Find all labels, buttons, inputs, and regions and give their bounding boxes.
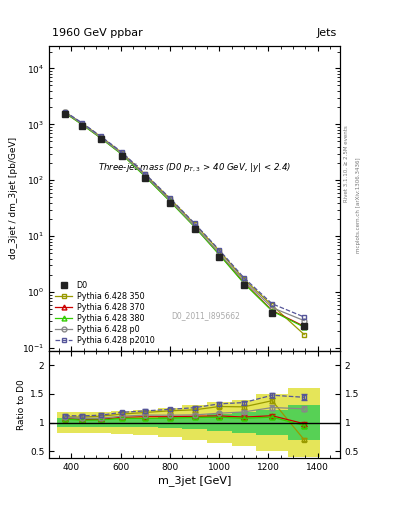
Legend: D0, Pythia 6.428 350, Pythia 6.428 370, Pythia 6.428 380, Pythia 6.428 p0, Pythi: D0, Pythia 6.428 350, Pythia 6.428 370, … [53,280,156,347]
Text: Rivet 3.1.10, ≥ 2.5M events: Rivet 3.1.10, ≥ 2.5M events [343,125,348,202]
Text: mcplots.cern.ch [arXiv:1306.3436]: mcplots.cern.ch [arXiv:1306.3436] [356,157,361,252]
Text: Three-jet mass (D0 $p_{T,3}$ > 40 GeV, |y| < 2.4): Three-jet mass (D0 $p_{T,3}$ > 40 GeV, |… [98,162,291,174]
Text: Jets: Jets [317,29,337,38]
Text: D0_2011_I895662: D0_2011_I895662 [172,311,241,321]
X-axis label: m_3jet [GeV]: m_3jet [GeV] [158,475,231,486]
Text: 1960 GeV ppbar: 1960 GeV ppbar [52,29,143,38]
Y-axis label: Ratio to D0: Ratio to D0 [17,379,26,430]
Y-axis label: dσ_3jet / dm_3jet [pb/GeV]: dσ_3jet / dm_3jet [pb/GeV] [9,137,18,260]
